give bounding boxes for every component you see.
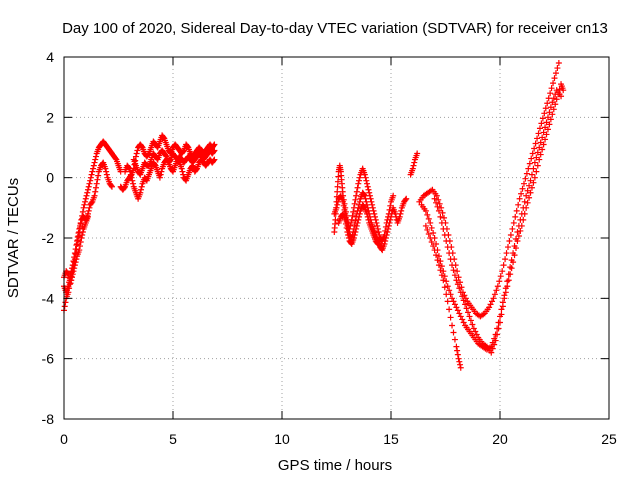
y-tick-label: 2 — [46, 109, 54, 125]
x-tick-label: 15 — [383, 431, 399, 447]
y-tick-label: 0 — [46, 170, 54, 186]
x-tick-label: 25 — [601, 431, 617, 447]
x-tick-label: 5 — [169, 431, 177, 447]
y-tick-label: 4 — [46, 49, 54, 65]
y-tick-label: -4 — [42, 290, 55, 306]
chart-title: Day 100 of 2020, Sidereal Day-to-day VTE… — [62, 20, 608, 37]
x-tick-label: 20 — [492, 431, 508, 447]
x-tick-label: 0 — [60, 431, 68, 447]
x-axis-label: GPS time / hours — [278, 457, 392, 474]
y-tick-label: -6 — [42, 351, 55, 367]
y-axis-label: SDTVAR / TECUs — [5, 178, 22, 298]
y-tick-label: -2 — [42, 230, 55, 246]
y-tick-label: -8 — [42, 411, 55, 427]
x-tick-label: 10 — [274, 431, 290, 447]
